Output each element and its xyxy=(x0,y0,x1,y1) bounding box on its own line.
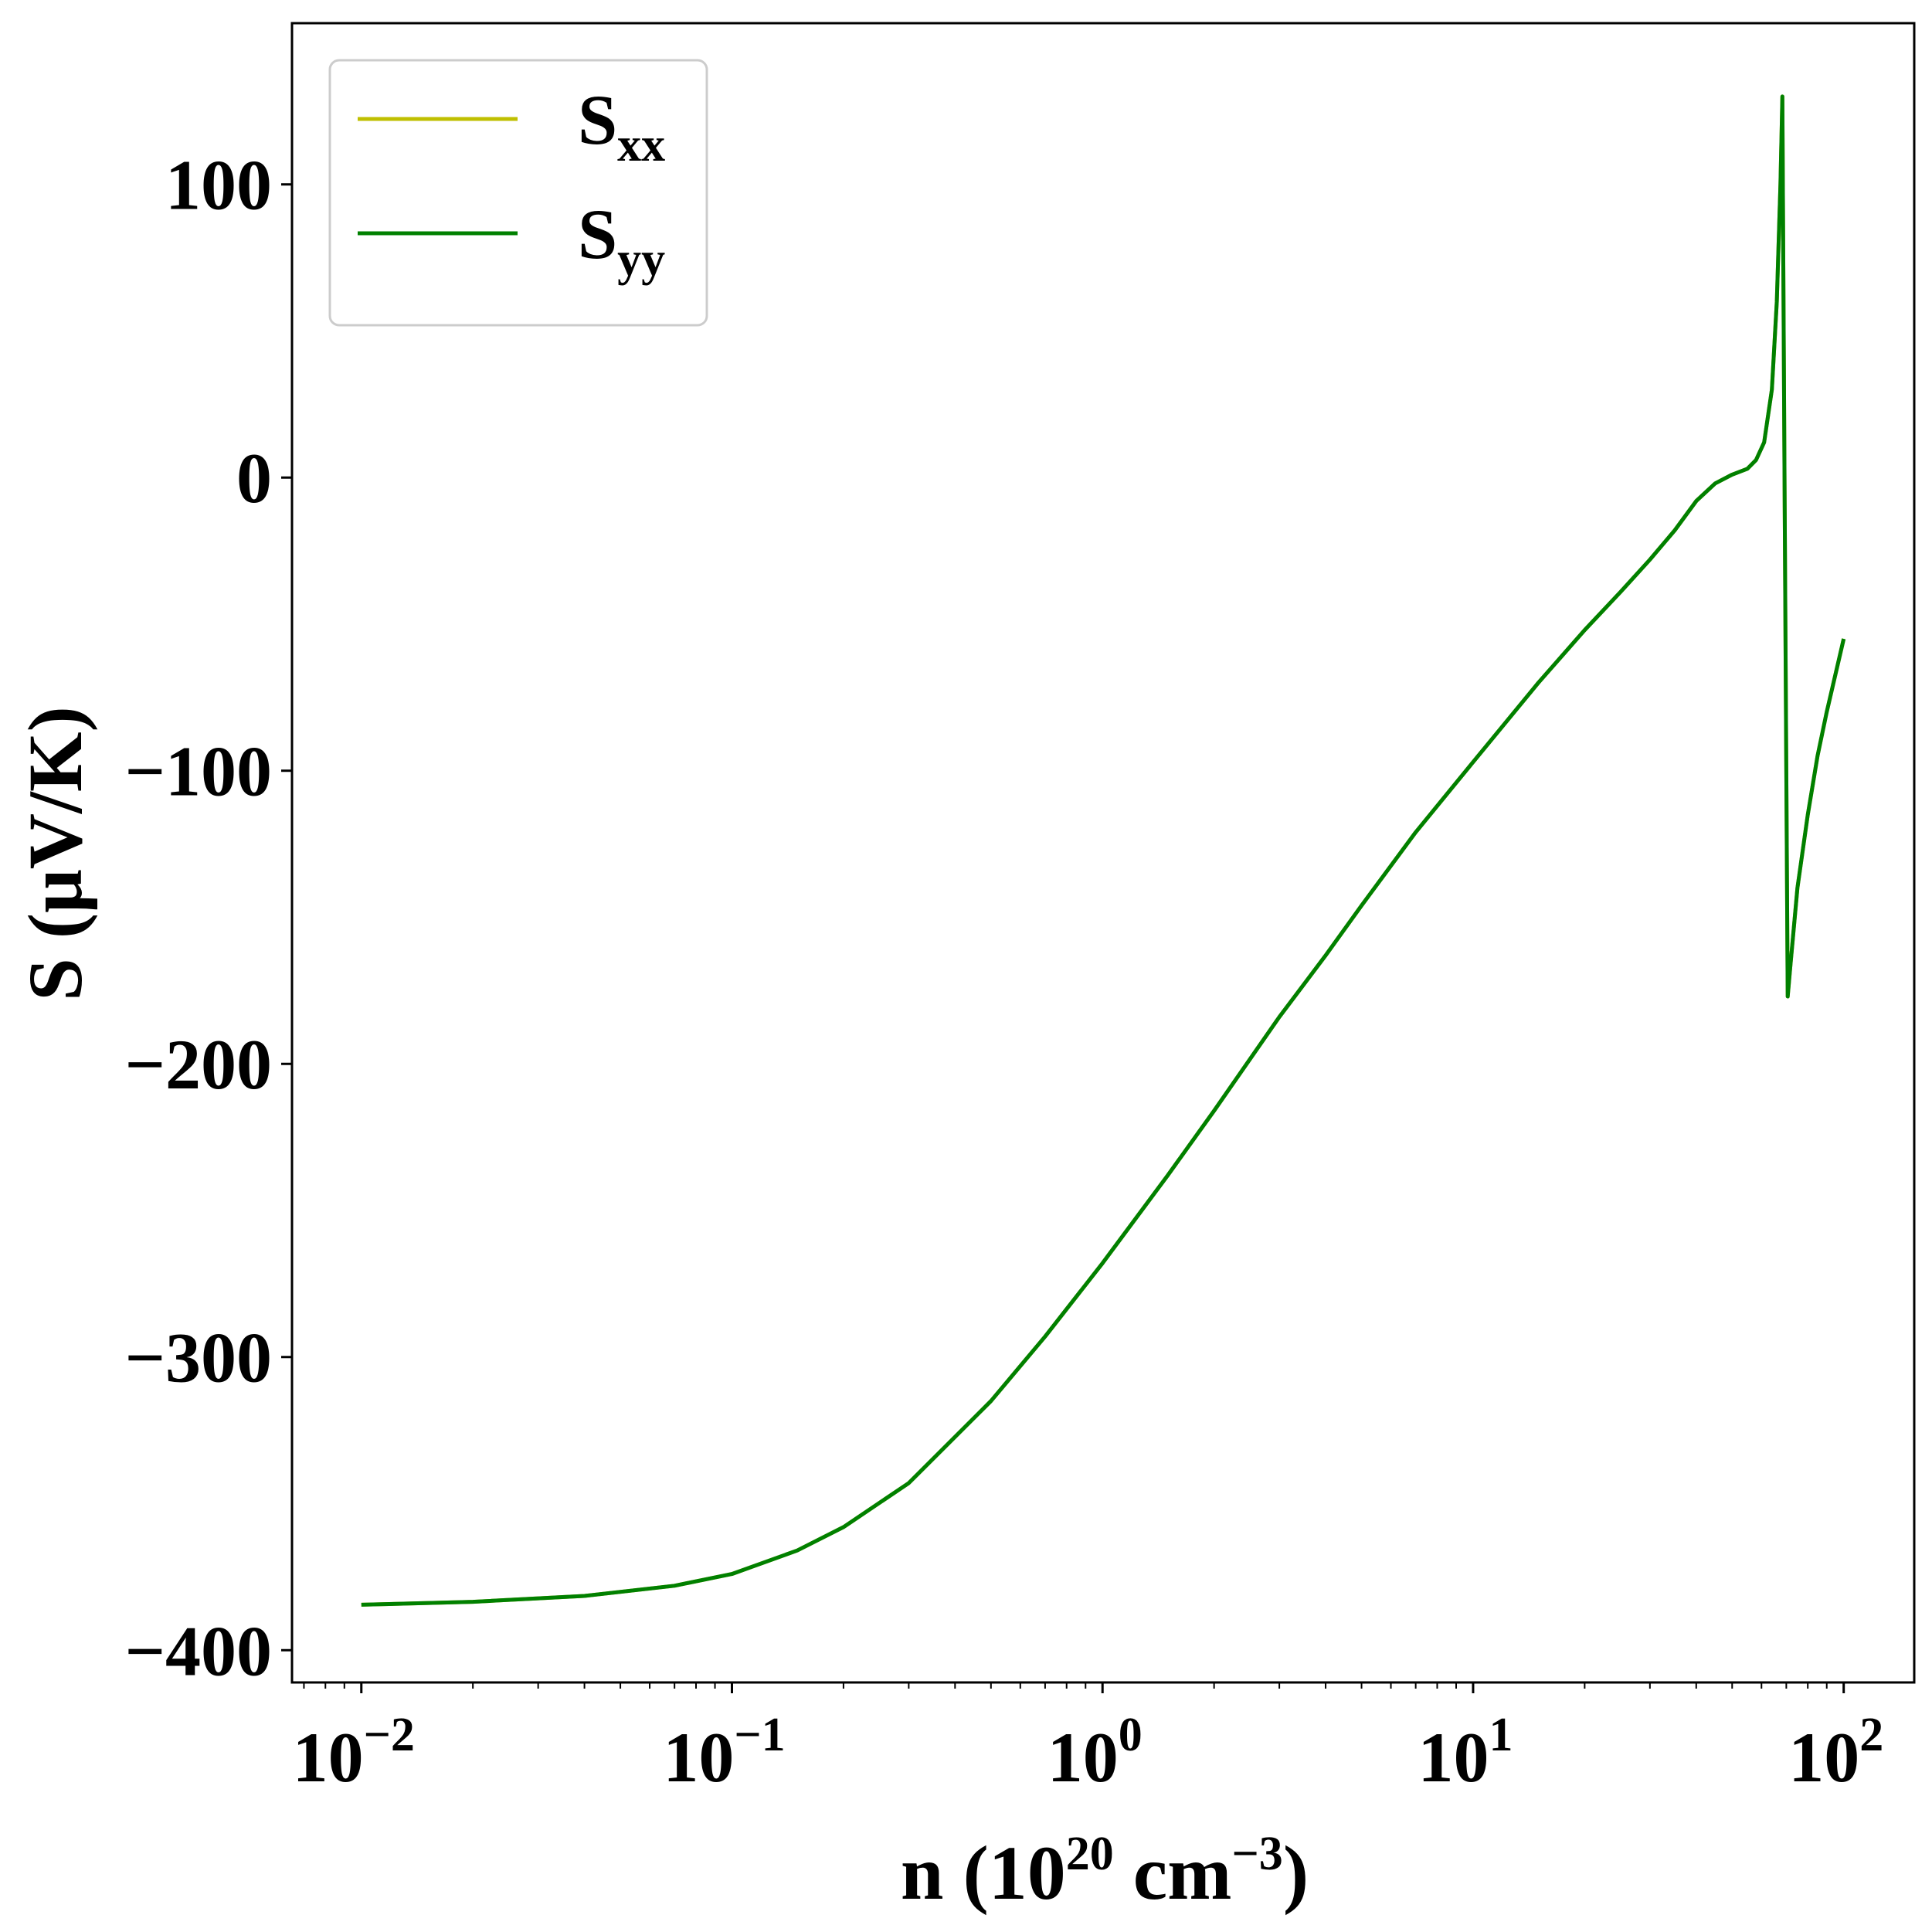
series-layer xyxy=(361,94,1846,1607)
legend: Sxx Syy xyxy=(328,59,708,327)
y-tick-label: −300 xyxy=(125,1319,272,1397)
y-tick-label: −400 xyxy=(125,1611,272,1690)
x-tick-label: 10−2 xyxy=(293,1709,415,1797)
legend-frame xyxy=(328,59,708,327)
x-tick-label: 100 xyxy=(1047,1709,1143,1797)
ticks-layer: 100 0 −100 −200 −300 −400 10−2 10−1 100 101 102 xyxy=(125,146,1884,1797)
x-axis-label: n (1020 cm−3) xyxy=(901,1828,1309,1916)
y-axis-label: S (μV/K) xyxy=(12,706,98,1001)
series-line-syy xyxy=(361,94,1846,1607)
legend-label-sxx: Sxx xyxy=(578,80,665,171)
x-tick-label: 102 xyxy=(1788,1709,1883,1797)
legend-label-syy: Syy xyxy=(578,195,665,286)
y-tick-label: 0 xyxy=(236,439,272,518)
y-tick-label: −200 xyxy=(125,1025,272,1104)
x-tick-label: 10−1 xyxy=(663,1709,785,1797)
y-tick-label: 100 xyxy=(165,146,272,225)
y-tick-label: −100 xyxy=(125,732,272,811)
x-tick-label: 101 xyxy=(1418,1709,1513,1797)
plot-frame xyxy=(290,22,1916,1684)
